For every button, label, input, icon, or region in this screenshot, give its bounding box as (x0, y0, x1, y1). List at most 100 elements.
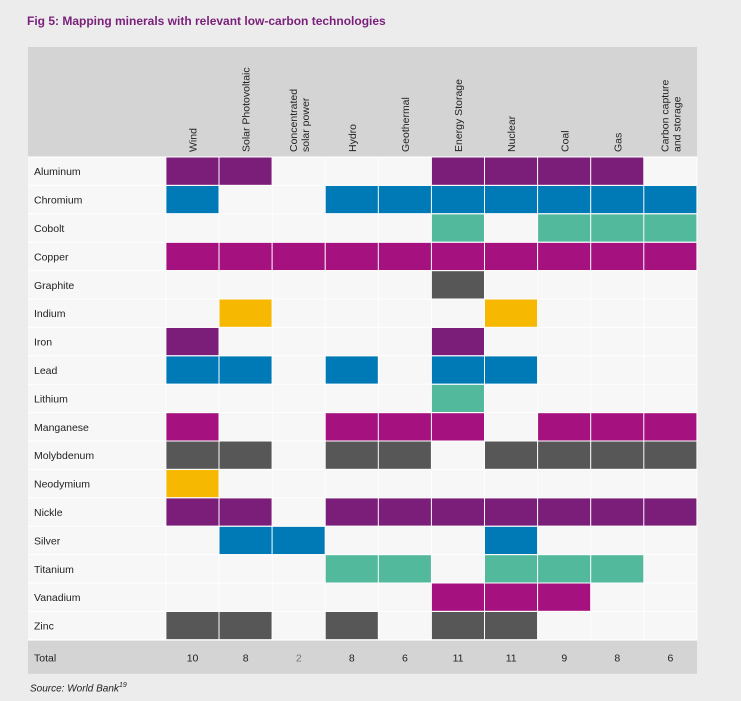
matrix-cell-copper (590, 242, 644, 271)
matrix-cell-titanium (590, 555, 644, 583)
matrix-cell-silver (484, 526, 538, 555)
mineral-label: Aluminum (34, 166, 81, 178)
column-header-3: Hydro (347, 124, 359, 152)
total-value-7: 9 (561, 652, 567, 664)
matrix-cell-zinc (325, 611, 378, 640)
matrix-cell-lead (219, 356, 272, 384)
totals-band (28, 640, 697, 674)
matrix-cell-molybdenum (590, 441, 644, 469)
column-header-line: Wind (188, 128, 200, 152)
mineral-label: Titanium (34, 564, 74, 576)
matrix-cell-nickle (537, 498, 591, 526)
matrix-cell-aluminum (484, 157, 538, 185)
matrix-cell-manganese (537, 413, 591, 441)
matrix-cell-vanadium (431, 583, 484, 611)
column-header-8: Gas (612, 133, 624, 152)
matrix-cell-manganese (378, 413, 431, 441)
matrix-cell-lead (431, 356, 484, 384)
matrix-cell-titanium (484, 555, 538, 583)
matrix-cell-graphite (431, 271, 484, 299)
column-header-5: Energy Storage (453, 79, 465, 152)
total-value-8: 8 (614, 652, 620, 664)
matrix-cell-aluminum (431, 157, 484, 185)
matrix-cell-aluminum (219, 157, 272, 185)
matrix-cell-manganese (590, 413, 644, 441)
column-header-line: Gas (612, 133, 624, 152)
source-text: Source: World Bank (30, 683, 119, 695)
mineral-label: Nickle (34, 507, 63, 519)
matrix-cell-molybdenum (643, 441, 697, 469)
total-value-2: 2 (296, 652, 302, 664)
matrix-cell-copper (378, 242, 431, 271)
matrix-cell-chromium (378, 185, 431, 214)
matrix-cell-neodymium (166, 469, 219, 498)
matrix-cell-copper (537, 242, 591, 271)
mineral-label: Indium (34, 308, 66, 320)
matrix-cell-indium (484, 299, 538, 327)
column-header-7: Coal (559, 130, 571, 152)
mineral-label: Silver (34, 535, 61, 547)
row-background (28, 469, 697, 498)
matrix-cell-copper (272, 242, 325, 271)
matrix-cell-aluminum (590, 157, 644, 185)
matrix-cell-copper (325, 242, 378, 271)
matrix-cell-manganese (166, 413, 219, 441)
matrix-cell-copper (219, 242, 272, 271)
matrix-cell-chromium (325, 185, 378, 214)
matrix-cell-chromium (537, 185, 591, 214)
matrix-cell-molybdenum (378, 441, 431, 469)
header-band (28, 47, 697, 157)
matrix-cell-cobolt (590, 214, 644, 242)
matrix-cell-molybdenum (484, 441, 538, 469)
matrix-cell-silver (272, 526, 325, 555)
source-footnote: 19 (118, 682, 127, 689)
mineral-label: Zinc (34, 621, 54, 633)
column-header-line: Coal (559, 130, 571, 152)
column-header-9: Carbon captureand storage (659, 79, 683, 152)
matrix-cell-nickle (590, 498, 644, 526)
matrix-cell-chromium (484, 185, 538, 214)
matrix-cell-titanium (325, 555, 378, 583)
matrix-cell-copper (431, 242, 484, 271)
matrix-cell-titanium (537, 555, 591, 583)
matrix-cell-lead (325, 356, 378, 384)
row-background (28, 327, 697, 356)
mineral-label: Molybdenum (34, 450, 94, 462)
matrix-cell-vanadium (537, 583, 591, 611)
matrix-cell-nickle (643, 498, 697, 526)
total-value-4: 6 (402, 652, 408, 664)
matrix-cell-nickle (378, 498, 431, 526)
row-background (28, 384, 697, 413)
matrix-cell-copper (166, 242, 219, 271)
column-header-line: Geothermal (400, 97, 412, 152)
matrix-cell-molybdenum (537, 441, 591, 469)
matrix-cell-iron (431, 327, 484, 356)
mineral-label: Chromium (34, 195, 83, 207)
total-value-3: 8 (349, 652, 355, 664)
matrix-cell-aluminum (166, 157, 219, 185)
matrix-cell-chromium (166, 185, 219, 214)
matrix-cell-manganese (643, 413, 697, 441)
matrix-cell-molybdenum (166, 441, 219, 469)
column-header-0: Wind (188, 128, 200, 152)
mineral-label: Iron (34, 337, 52, 349)
row-background (28, 526, 697, 555)
row-background (28, 299, 697, 328)
mineral-label: Graphite (34, 280, 74, 292)
matrix-cell-manganese (325, 413, 378, 441)
matrix-cell-chromium (431, 185, 484, 214)
total-value-9: 6 (668, 652, 674, 664)
column-header-4: Geothermal (400, 97, 412, 152)
matrix-cell-nickle (219, 498, 272, 526)
matrix-cell-chromium (643, 185, 697, 214)
totals-label: Total (34, 652, 56, 664)
column-header-line: Concentrated (288, 89, 300, 152)
matrix-cell-zinc (484, 611, 538, 640)
matrix-cell-zinc (166, 611, 219, 640)
row-background (28, 270, 697, 299)
matrix-cell-nickle (166, 498, 219, 526)
total-value-5: 11 (453, 652, 464, 664)
column-header-line: solar power (300, 97, 312, 152)
mineral-label: Lithium (34, 393, 68, 405)
